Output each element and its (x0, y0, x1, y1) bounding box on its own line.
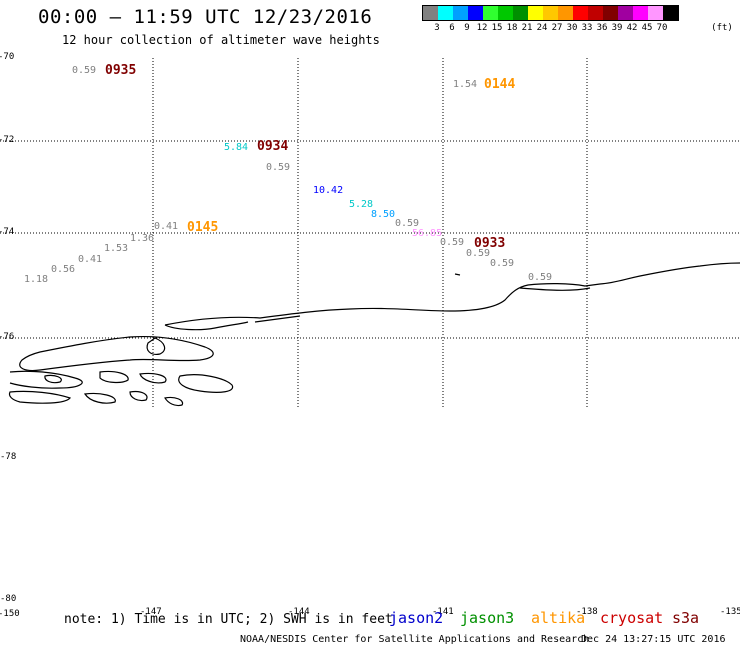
legend-swatch (648, 6, 663, 20)
latitude-label: -74 (0, 227, 15, 237)
legend-tick-label: 39 (611, 23, 623, 33)
wave-height-value: 0.59 (266, 162, 291, 173)
satellite-legend-item: s3a (672, 609, 700, 627)
wave-height-value: 0.59 (490, 258, 515, 269)
wave-height-value: 1.36 (130, 233, 155, 244)
wave-height-value: 0.56 (51, 264, 76, 275)
legend-tick-label: 18 (506, 23, 518, 33)
legend-swatch (528, 6, 543, 20)
legend-tick-label: 42 (626, 23, 638, 33)
longitude-label: -147 (140, 607, 162, 617)
wave-height-value: 10.42 (313, 185, 344, 196)
legend-tick-label: 36 (596, 23, 608, 33)
satellite-legend-item: altika (531, 609, 586, 627)
color-legend (422, 5, 679, 21)
legend-swatch (513, 6, 528, 20)
wave-height-value: 0.59 (72, 65, 97, 76)
wave-height-value: 1.53 (104, 243, 129, 254)
wave-height-value: 5.28 (349, 199, 374, 210)
legend-swatch (633, 6, 648, 20)
wave-height-value: 0.41 (154, 221, 179, 232)
legend-tick-label: 21 (521, 23, 533, 33)
wave-height-value: 0.59 (466, 248, 491, 259)
legend-swatch (543, 6, 558, 20)
legend-swatch (423, 6, 438, 20)
legend-swatch (438, 6, 453, 20)
legend-swatch (663, 6, 678, 20)
legend-tick-label: 45 (641, 23, 653, 33)
longitude-label: -138 (576, 607, 598, 617)
legend-swatch (588, 6, 603, 20)
latitude-label: -78 (0, 452, 17, 462)
legend-swatch (468, 6, 483, 20)
legend-tick-label: 30 (566, 23, 578, 33)
satellite-legend-item: cryosat (600, 609, 664, 627)
wave-height-value: 0.59 (528, 272, 553, 283)
legend-unit: (ft) (711, 23, 733, 33)
legend-tick-label: 70 (656, 23, 668, 33)
pass-time-label: 0935 (105, 63, 137, 78)
longitude-label: -144 (288, 607, 310, 617)
pass-time-label: 0933 (474, 236, 506, 251)
wave-height-value: 0.59 (395, 218, 420, 229)
legend-swatch (603, 6, 618, 20)
legend-swatch (498, 6, 513, 20)
legend-swatch (573, 6, 588, 20)
legend-swatch (618, 6, 633, 20)
legend-swatch (558, 6, 573, 20)
legend-tick-label: 33 (581, 23, 593, 33)
legend-swatch (483, 6, 498, 20)
latitude-label: -72 (0, 135, 15, 145)
pass-time-label: 0145 (187, 220, 219, 235)
legend-tick-label: 12 (476, 23, 488, 33)
latitude-label: -70 (0, 52, 15, 62)
generated-timestamp: Dec 24 13:27:15 UTC 2016 (581, 634, 726, 645)
map-subtitle: 12 hour collection of altimeter wave hei… (62, 33, 380, 47)
wave-height-value: 0.59 (440, 237, 465, 248)
wave-height-value: 1.54 (453, 79, 478, 90)
coastline (8, 262, 740, 407)
map-grid (0, 58, 740, 408)
longitude-label: -150 (0, 609, 20, 619)
longitude-label: -135 (720, 607, 740, 617)
legend-tick-label: 6 (449, 23, 455, 33)
legend-tick-label: 24 (536, 23, 548, 33)
wave-height-value: 5.84 (224, 142, 249, 153)
map-title: 00:00 – 11:59 UTC 12/23/2016 (38, 6, 373, 28)
longitude-label: -141 (432, 607, 454, 617)
credit-text: NOAA/NESDIS Center for Satellite Applica… (240, 634, 590, 645)
satellite-legend-item: jason2 (389, 609, 444, 627)
legend-tick-label: 3 (434, 23, 440, 33)
latitude-label: -80 (0, 594, 17, 604)
latitude-label: -76 (0, 332, 15, 342)
legend-tick-label: 9 (464, 23, 470, 33)
pass-time-label: 0934 (257, 139, 289, 154)
wave-height-value: 0.41 (78, 254, 103, 265)
legend-swatch (453, 6, 468, 20)
legend-tick-label: 27 (551, 23, 563, 33)
legend-tick-label: 15 (491, 23, 503, 33)
pass-time-label: 0144 (484, 77, 516, 92)
wave-height-value: 8.50 (371, 209, 396, 220)
units-note: note: 1) Time is in UTC; 2) SWH is in fe… (64, 612, 393, 627)
satellite-legend-item: jason3 (460, 609, 515, 627)
wave-height-value: 56.85 (412, 228, 443, 239)
wave-height-value: 1.18 (24, 274, 49, 285)
